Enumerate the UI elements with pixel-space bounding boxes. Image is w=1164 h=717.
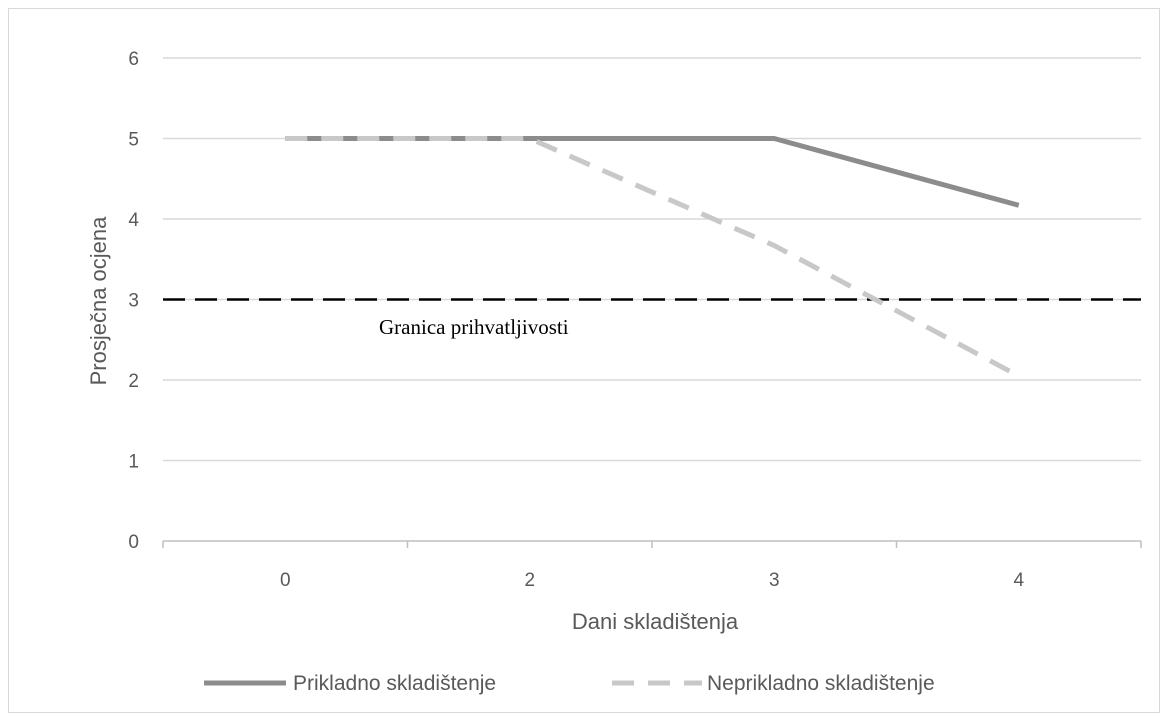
legend-label-prikladno: Prikladno skladištenje: [293, 672, 496, 695]
y-tick-label-6: 6: [128, 49, 139, 70]
series-line-neprikladno: [285, 136, 1020, 379]
x-tick-label-3: 3: [769, 570, 780, 591]
series-lines: [285, 136, 1020, 379]
reference-line-label: Granica prihvatljivosti: [379, 315, 569, 339]
line-chart: 0 1 2 3 4 5 6 0 2 3 4 Granica prihvatljivosti Dani…: [86, 49, 1142, 695]
y-tick-label-0: 0: [128, 532, 139, 553]
y-tick-label-2: 2: [128, 371, 139, 392]
x-axis-title: Dani skladištenja: [572, 609, 739, 634]
y-tick-label-3: 3: [128, 291, 139, 312]
y-tick-label-4: 4: [128, 210, 139, 231]
x-tick-label-2: 2: [524, 570, 535, 591]
y-tick-label-1: 1: [128, 452, 139, 473]
x-tick-label-0: 0: [280, 570, 291, 591]
legend-label-neprikladno: Neprikladno skladištenje: [707, 672, 935, 695]
y-axis-title: Prosječna ocjena: [86, 216, 111, 386]
series-line-prikladno: [285, 136, 1020, 208]
tick-labels: 0 1 2 3 4 5 6 0 2 3 4: [128, 49, 1024, 591]
x-axis: [162, 540, 1142, 548]
grid-lines: [163, 57, 1141, 462]
y-tick-label-5: 5: [128, 130, 139, 151]
chart-frame: 0 1 2 3 4 5 6 0 2 3 4 Granica prihvatljivosti Dani…: [8, 8, 1160, 713]
legend: Prikladno skladištenje Neprikladno sklad…: [204, 672, 935, 695]
x-tick-label-4: 4: [1013, 570, 1024, 591]
